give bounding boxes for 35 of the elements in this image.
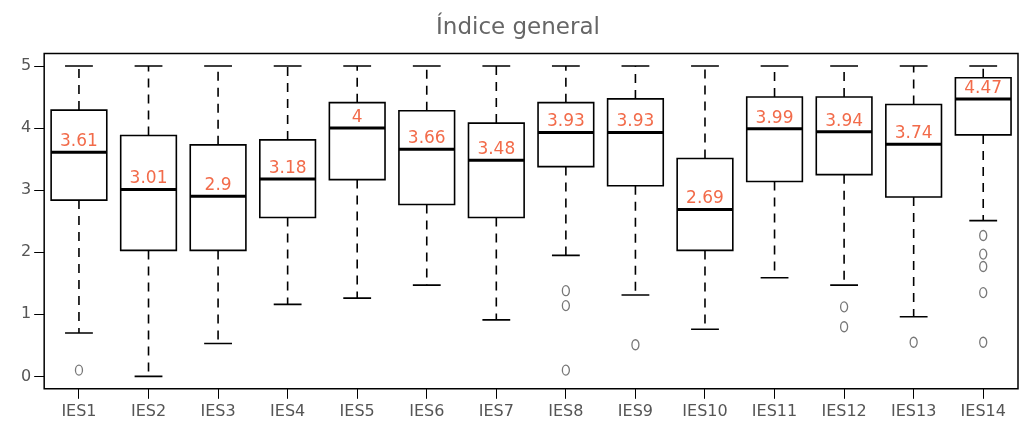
x-tick-label: IES3 [200,400,236,420]
annotation: 4.47 [964,76,1003,97]
annotation: 3.93 [546,110,585,131]
annotation: 4 [351,106,363,127]
annotation: 3.93 [616,110,655,131]
chart-title: Índice general [436,11,600,39]
x-tick-label: IES4 [270,400,306,420]
x-tick-label: IES11 [751,400,798,420]
annotation: 3.94 [825,109,864,130]
annotation: 3.61 [60,130,98,151]
y-tick-label: 4 [20,117,32,137]
x-tick-label: IES10 [682,400,728,420]
x-tick-label: IES14 [960,400,1006,420]
x-tick-label: IES12 [821,400,867,420]
x-tick-label: IES1 [61,400,97,420]
annotation: 3.01 [129,167,168,188]
annotation: 2.9 [204,174,232,195]
annotation: 3.48 [477,138,516,159]
annotation: 3.74 [894,122,933,143]
annotation: 3.18 [268,156,307,177]
x-tick-label: IES6 [409,400,445,420]
y-tick-label: 5 [20,55,32,75]
x-tick-label: IES8 [548,400,584,420]
x-tick-label: IES13 [890,400,937,420]
y-tick-label: 3 [20,179,32,199]
annotation: 3.99 [755,106,794,127]
y-tick-label: 0 [20,365,32,385]
annotation: 2.69 [686,187,724,208]
y-tick-label: 1 [20,303,32,323]
y-tick-label: 2 [20,241,32,261]
x-tick-label: IES2 [130,400,167,420]
x-tick-label: IES7 [478,400,514,420]
x-tick-label: IES5 [339,400,375,420]
annotation: 3.66 [407,127,446,148]
x-tick-label: IES9 [617,400,654,420]
